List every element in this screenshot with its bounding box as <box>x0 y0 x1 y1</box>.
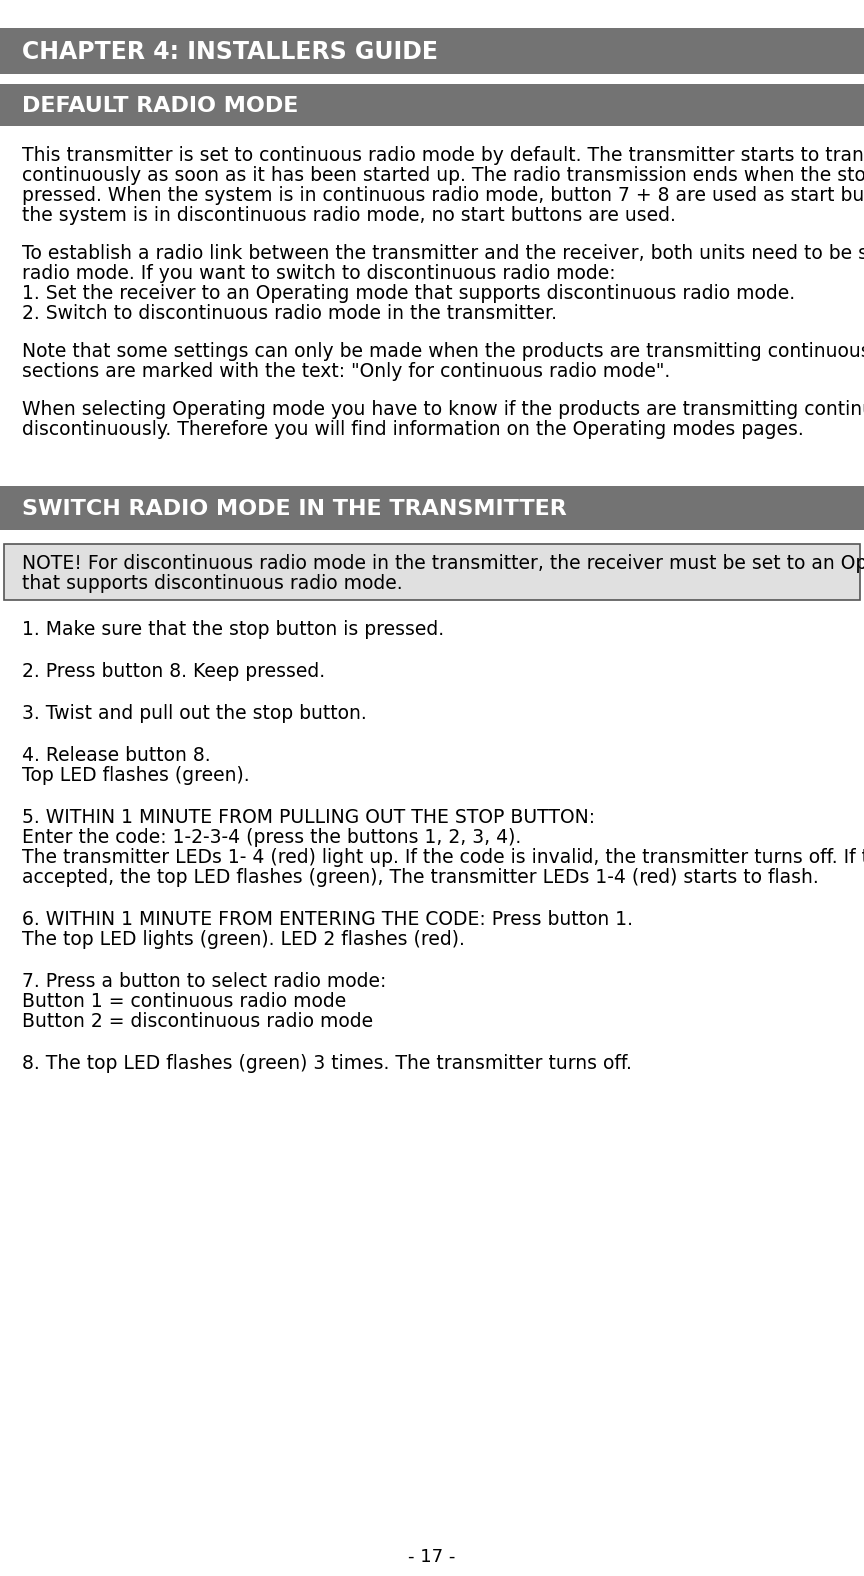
Text: - 17 -: - 17 - <box>409 1548 455 1567</box>
Text: When selecting Operating mode you have to know if the products are transmitting : When selecting Operating mode you have t… <box>22 400 864 419</box>
Text: Note that some settings can only be made when the products are transmitting cont: Note that some settings can only be made… <box>22 342 864 361</box>
Text: CHAPTER 4: INSTALLERS GUIDE: CHAPTER 4: INSTALLERS GUIDE <box>22 39 438 65</box>
Text: 2. Press button 8. Keep pressed.: 2. Press button 8. Keep pressed. <box>22 662 325 681</box>
Text: Button 1 = continuous radio mode: Button 1 = continuous radio mode <box>22 991 346 1010</box>
Text: 6. WITHIN 1 MINUTE FROM ENTERING THE CODE: Press button 1.: 6. WITHIN 1 MINUTE FROM ENTERING THE COD… <box>22 909 633 928</box>
Text: accepted, the top LED flashes (green), The transmitter LEDs 1-4 (red) starts to : accepted, the top LED flashes (green), T… <box>22 868 819 887</box>
Text: The top LED lights (green). LED 2 flashes (red).: The top LED lights (green). LED 2 flashe… <box>22 930 465 949</box>
Text: To establish a radio link between the transmitter and the receiver, both units n: To establish a radio link between the tr… <box>22 244 864 263</box>
Text: NOTE! For discontinuous radio mode in the transmitter, the receiver must be set : NOTE! For discontinuous radio mode in th… <box>22 555 864 574</box>
Text: that supports discontinuous radio mode.: that supports discontinuous radio mode. <box>22 574 403 593</box>
Text: 2. Switch to discontinuous radio mode in the transmitter.: 2. Switch to discontinuous radio mode in… <box>22 304 557 323</box>
Text: DEFAULT RADIO MODE: DEFAULT RADIO MODE <box>22 96 298 117</box>
Text: discontinuously. Therefore you will find information on the Operating modes page: discontinuously. Therefore you will find… <box>22 419 804 440</box>
Text: 8. The top LED flashes (green) 3 times. The transmitter turns off.: 8. The top LED flashes (green) 3 times. … <box>22 1054 632 1073</box>
Text: the system is in discontinuous radio mode, no start buttons are used.: the system is in discontinuous radio mod… <box>22 206 676 225</box>
Text: 5. WITHIN 1 MINUTE FROM PULLING OUT THE STOP BUTTON:: 5. WITHIN 1 MINUTE FROM PULLING OUT THE … <box>22 808 595 827</box>
Bar <box>0 485 864 530</box>
Text: 4. Release button 8.: 4. Release button 8. <box>22 745 211 764</box>
Bar <box>4 544 860 600</box>
Text: 1. Make sure that the stop button is pressed.: 1. Make sure that the stop button is pre… <box>22 619 444 638</box>
Text: pressed. When the system is in continuous radio mode, button 7 + 8 are used as s: pressed. When the system is in continuou… <box>22 186 864 205</box>
Text: Enter the code: 1-2-3-4 (press the buttons 1, 2, 3, 4).: Enter the code: 1-2-3-4 (press the butto… <box>22 827 521 846</box>
Text: 1. Set the receiver to an Operating mode that supports discontinuous radio mode.: 1. Set the receiver to an Operating mode… <box>22 284 795 303</box>
Text: Button 2 = discontinuous radio mode: Button 2 = discontinuous radio mode <box>22 1012 373 1031</box>
Text: 3. Twist and pull out the stop button.: 3. Twist and pull out the stop button. <box>22 704 366 723</box>
Text: continuously as soon as it has been started up. The radio transmission ends when: continuously as soon as it has been star… <box>22 165 864 184</box>
Text: Top LED flashes (green).: Top LED flashes (green). <box>22 766 250 785</box>
Bar <box>0 28 864 74</box>
Text: The transmitter LEDs 1- 4 (red) light up. If the code is invalid, the transmitte: The transmitter LEDs 1- 4 (red) light up… <box>22 848 864 867</box>
Text: 7. Press a button to select radio mode:: 7. Press a button to select radio mode: <box>22 972 386 991</box>
Text: SWITCH RADIO MODE IN THE TRANSMITTER: SWITCH RADIO MODE IN THE TRANSMITTER <box>22 500 567 519</box>
Text: radio mode. If you want to switch to discontinuous radio mode:: radio mode. If you want to switch to dis… <box>22 265 616 284</box>
Bar <box>0 84 864 126</box>
Text: This transmitter is set to continuous radio mode by default. The transmitter sta: This transmitter is set to continuous ra… <box>22 147 864 165</box>
Text: sections are marked with the text: "Only for continuous radio mode".: sections are marked with the text: "Only… <box>22 362 670 381</box>
